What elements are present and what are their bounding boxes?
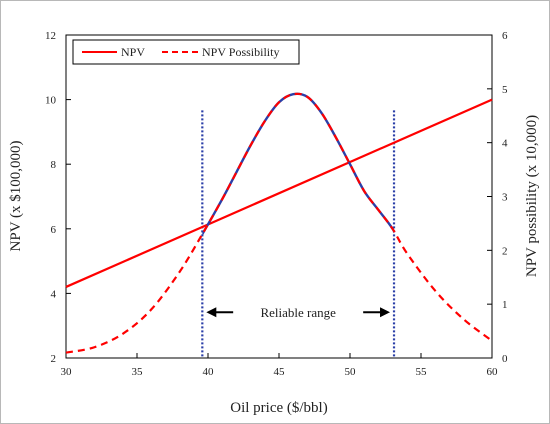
y-left-tick-label: 10 (45, 95, 57, 107)
y-left-tick-label: 2 (51, 353, 57, 365)
reliable-range-annotation: Reliable range (206, 305, 391, 320)
y-right-tick-label: 5 (502, 84, 508, 96)
y-right-tick-label: 3 (502, 192, 508, 204)
x-tick-label: 60 (487, 366, 499, 378)
reference-lines (201, 110, 396, 358)
x-tick-label: 35 (132, 366, 144, 378)
x-tick-label: 40 (203, 366, 215, 378)
x-tick-label: 30 (61, 366, 73, 378)
y-right-axis-title: NPV possibility (x 10,000) (524, 115, 540, 277)
y-right-tick-label: 0 (502, 353, 508, 365)
x-tick-label: 50 (345, 366, 357, 378)
y-right-tick-label: 2 (502, 245, 508, 257)
x-tick-label: 45 (274, 366, 286, 378)
npv-possibility-range-underlay (202, 92, 395, 237)
npv-line (65, 98, 493, 288)
y-left-tick-label: 8 (51, 159, 57, 171)
y-right-tick-label: 1 (502, 299, 508, 311)
reliable-range-label: Reliable range (260, 305, 336, 320)
y-left-tick-label: 12 (45, 30, 56, 42)
series-lines (65, 92, 493, 354)
y-left-tick-label: 6 (51, 224, 57, 236)
x-axis-title: Oil price ($/bbl) (230, 400, 327, 416)
y-left-axis-title: NPV (x $100,000) (8, 141, 24, 252)
reliable-range-right-arrowhead (380, 307, 391, 318)
y-left-tick-label: 4 (51, 288, 57, 300)
reliable-range-left-arrowhead (206, 307, 217, 318)
y-right-tick-label: 6 (502, 30, 508, 42)
y-right-tick-label: 4 (502, 138, 508, 150)
legend-npv-label: NPV (121, 45, 145, 59)
x-tick-label: 55 (416, 366, 428, 378)
legend: NPV NPV Possibility (72, 39, 300, 65)
legend-possibility-label: NPV Possibility (202, 45, 279, 59)
